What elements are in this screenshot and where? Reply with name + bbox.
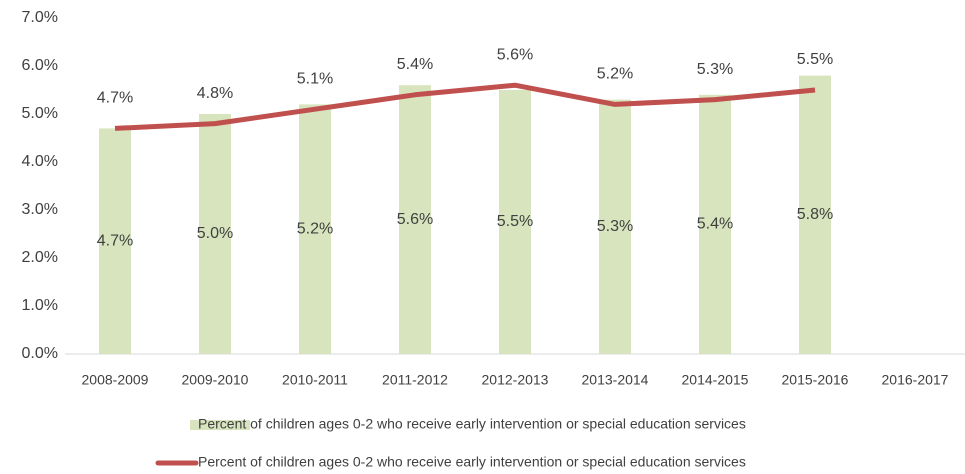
y-tick-label: 0.0% xyxy=(22,345,58,362)
bar xyxy=(199,114,231,354)
line-value-label: 5.6% xyxy=(497,46,533,63)
x-tick-label: 2011-2012 xyxy=(382,372,448,388)
y-tick-label: 7.0% xyxy=(22,9,58,26)
line xyxy=(114,82,816,131)
x-tick-label: 2012-2013 xyxy=(482,372,549,388)
bar-value-label: 5.8% xyxy=(797,206,833,223)
bar xyxy=(799,75,831,354)
x-tick-label: 2009-2010 xyxy=(182,372,249,388)
bar xyxy=(99,128,131,354)
line-value-label: 5.3% xyxy=(697,61,733,78)
line-value-label: 4.8% xyxy=(197,85,233,102)
bar xyxy=(299,104,331,355)
x-tick-label: 2014-2015 xyxy=(682,372,749,388)
bar-value-label: 5.5% xyxy=(497,213,533,230)
y-tick-label: 2.0% xyxy=(22,249,58,266)
x-tick-label: 2016-2017 xyxy=(882,372,949,388)
y-tick-label: 4.0% xyxy=(22,153,58,170)
legend-label: Percent of children ages 0-2 who receive… xyxy=(198,416,746,432)
y-tick-label: 6.0% xyxy=(22,57,58,74)
line-value-label: 5.4% xyxy=(397,56,433,73)
bar-value-label: 5.3% xyxy=(597,218,633,235)
bar xyxy=(399,85,431,354)
bar-value-label: 4.7% xyxy=(97,232,133,249)
x-tick-label: 2010-2011 xyxy=(282,372,348,388)
legend-label: Percent of children ages 0-2 who receive… xyxy=(198,454,746,470)
x-tick-label: 2013-2014 xyxy=(582,372,649,388)
line-value-label: 4.7% xyxy=(97,90,133,107)
line-value-label: 5.1% xyxy=(297,70,333,87)
y-tick-label: 1.0% xyxy=(22,297,58,314)
x-tick-label: 2008-2009 xyxy=(82,372,149,388)
line-value-label: 5.2% xyxy=(597,66,633,83)
bar-value-label: 5.4% xyxy=(697,216,733,233)
bar-value-label: 5.2% xyxy=(297,220,333,237)
bar xyxy=(499,90,531,354)
line-value-label: 5.5% xyxy=(797,51,833,68)
x-tick-label: 2015-2016 xyxy=(782,372,849,388)
bar xyxy=(699,94,731,355)
bar xyxy=(599,99,631,354)
y-tick-label: 5.0% xyxy=(22,105,58,122)
bar-value-label: 5.6% xyxy=(397,211,433,228)
bar-value-label: 5.0% xyxy=(197,225,233,242)
y-tick-label: 3.0% xyxy=(22,201,58,218)
legend-swatch xyxy=(190,420,250,430)
